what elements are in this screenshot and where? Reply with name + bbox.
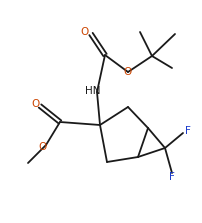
Text: HN: HN <box>85 86 100 96</box>
Text: O: O <box>123 67 132 77</box>
Text: O: O <box>39 142 47 152</box>
Text: F: F <box>168 172 174 182</box>
Text: O: O <box>80 27 89 37</box>
Text: F: F <box>184 126 190 136</box>
Text: O: O <box>32 99 40 109</box>
